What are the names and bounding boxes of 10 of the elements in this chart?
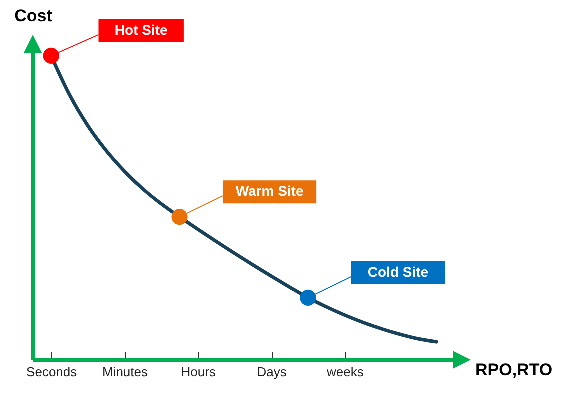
x-tick-label: weeks (326, 364, 364, 380)
x-tick-label: Days (257, 364, 288, 380)
x-tick-label: Seconds (26, 364, 78, 380)
text: Cold Site (368, 264, 429, 280)
text: Warm Site (236, 183, 304, 200)
y-axis-title: Cost (14, 6, 53, 26)
text: Hot Site (114, 22, 168, 38)
x-axis-title: RPO,RTO (476, 360, 553, 380)
x-tick-label: Minutes (102, 364, 148, 380)
x-tick-label: Hours (181, 364, 216, 380)
